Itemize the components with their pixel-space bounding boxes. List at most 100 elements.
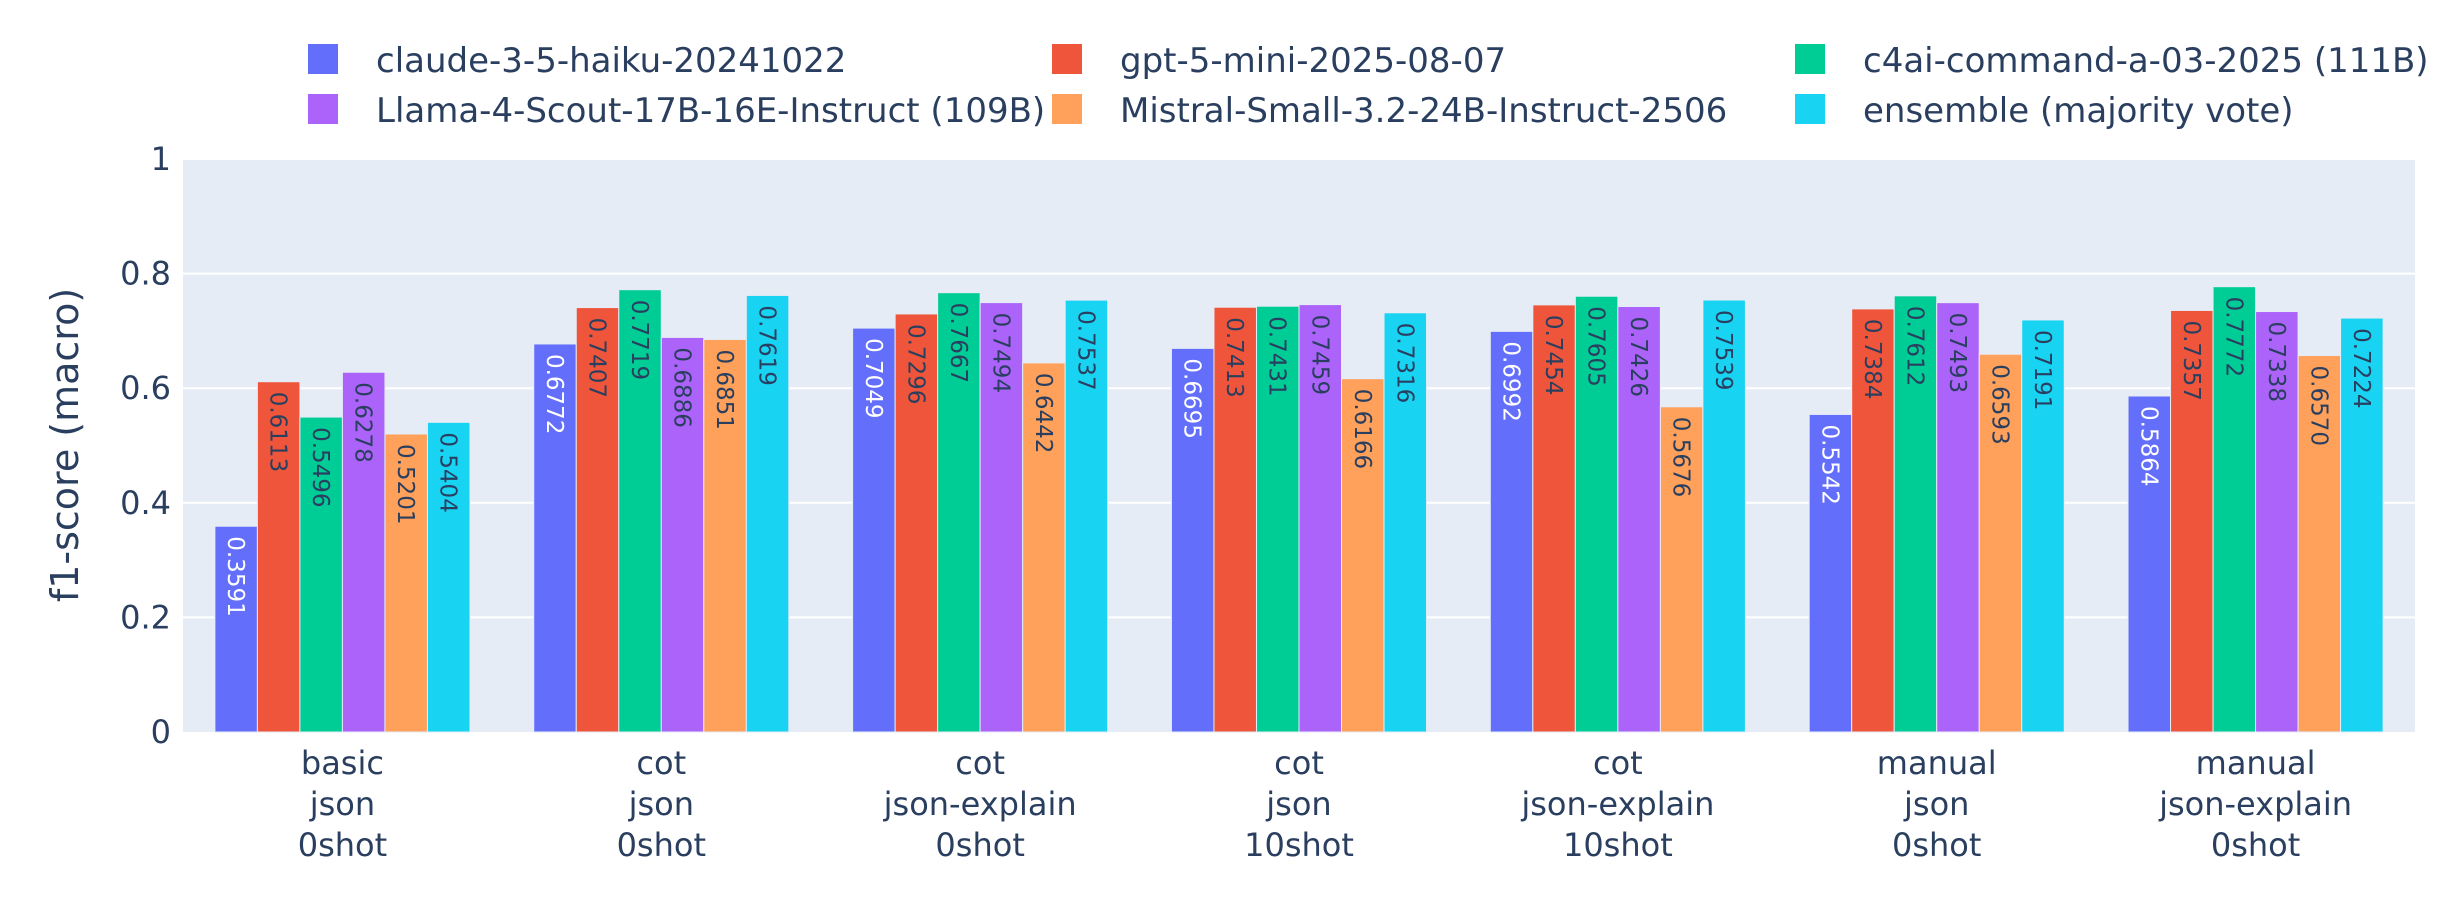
bar <box>1936 302 1980 733</box>
bar-value-label: 0.6278 <box>350 382 376 462</box>
bar <box>937 292 981 733</box>
bar-value-label: 0.7539 <box>1710 310 1736 390</box>
legend-item[interactable]: claude-3-5-haiku-20241022 <box>308 41 846 81</box>
y-axis-title: f1-score (macro) <box>43 288 87 602</box>
bar <box>2127 395 2172 733</box>
bar <box>1808 413 1853 733</box>
y-axis: 0 0.2 0.4 0.6 0.8 1 <box>120 140 171 751</box>
legend-item[interactable]: gpt-5-mini-2025-08-07 <box>1052 41 1506 81</box>
bar <box>1574 295 1619 733</box>
bar-value-label: 0.7459 <box>1306 315 1332 395</box>
bar-value-label: 0.7049 <box>860 338 886 418</box>
bar-value-label: 0.5864 <box>2135 406 2161 486</box>
bar <box>1213 306 1257 733</box>
legend[interactable]: claude-3-5-haiku-20241022 gpt-5-mini-2025… <box>308 41 2429 131</box>
bar-value-label: 0.3591 <box>222 536 248 616</box>
x-tick-label: cot json 10shot <box>1244 744 1354 864</box>
bar-value-label: 0.5201 <box>392 444 418 524</box>
bar-value-label: 0.7493 <box>1944 313 1970 393</box>
bar-value-label: 0.7296 <box>902 324 928 404</box>
bar <box>1851 308 1895 733</box>
bar <box>1659 406 1704 733</box>
y-tick-label: 0.2 <box>120 598 171 636</box>
bar <box>979 302 1024 733</box>
bar <box>2021 319 2065 733</box>
bar <box>1702 299 1746 733</box>
bar <box>214 525 258 733</box>
bar <box>1383 312 1428 733</box>
legend-swatch <box>1052 94 1082 124</box>
bar-value-label: 0.7413 <box>1221 317 1247 397</box>
legend-label: claude-3-5-haiku-20241022 <box>376 41 846 81</box>
bar-value-label: 0.7316 <box>1391 323 1417 403</box>
legend-swatch <box>308 44 338 74</box>
y-tick-label: 0 <box>151 713 171 751</box>
bar <box>1298 304 1343 733</box>
bar-value-label: 0.7357 <box>2178 320 2204 400</box>
bar-value-label: 0.7384 <box>1859 319 1885 399</box>
x-axis: basic json 0shot cot json 0shot cot json-explai… <box>298 744 2352 864</box>
bar <box>2212 286 2257 733</box>
bar <box>256 381 301 733</box>
bar-value-label: 0.7191 <box>2029 330 2055 410</box>
bar <box>703 338 747 733</box>
bar-value-label: 0.6695 <box>1179 358 1205 438</box>
legend-swatch <box>308 94 338 124</box>
bar-value-label: 0.7431 <box>1264 316 1290 396</box>
bar <box>1341 378 1385 733</box>
bar-value-label: 0.5404 <box>435 432 461 512</box>
bar <box>745 294 790 733</box>
bar <box>2170 309 2214 733</box>
bar-value-label: 0.7605 <box>1583 306 1609 386</box>
bar-value-label: 0.6442 <box>1030 373 1056 453</box>
legend-item[interactable]: Mistral-Small-3.2-24B-Instruct-2506 <box>1052 91 1727 131</box>
bar <box>1893 295 1938 733</box>
bar-value-label: 0.7719 <box>626 300 652 380</box>
bar <box>2255 311 2299 733</box>
x-tick-label: basic json 0shot <box>298 744 387 864</box>
bar <box>1617 305 1661 733</box>
y-tick-label: 0.6 <box>120 369 171 407</box>
bar <box>1978 353 2023 733</box>
legend-swatch <box>1795 94 1825 124</box>
legend-item[interactable]: Llama-4-Scout-17B-16E-Instruct (109B) <box>308 91 1045 131</box>
bar-value-label: 0.6113 <box>265 392 291 472</box>
bar <box>384 433 428 733</box>
bar <box>660 336 705 733</box>
legend-swatch <box>1052 44 1082 74</box>
legend-label: Llama-4-Scout-17B-16E-Instruct (109B) <box>376 91 1045 131</box>
bar <box>1064 299 1109 733</box>
legend-label: gpt-5-mini-2025-08-07 <box>1120 41 1506 81</box>
bar <box>2340 317 2384 733</box>
bar <box>1532 304 1576 733</box>
x-tick-label: manual json-explain 0shot <box>2158 744 2352 864</box>
bar-value-label: 0.7224 <box>2348 328 2374 408</box>
x-tick-label: cot json-explain 0shot <box>883 744 1077 864</box>
bar-value-label: 0.7454 <box>1540 315 1566 395</box>
bars-layer: 0.3591 0.6772 0.7049 0.6695 0.6992 0.5542 0.58… <box>214 286 2384 733</box>
x-tick-label: cot json 0shot <box>617 744 706 864</box>
bar-value-label: 0.6166 <box>1349 389 1375 469</box>
legend-item[interactable]: ensemble (majority vote) <box>1795 91 2294 131</box>
bar-value-label: 0.7494 <box>987 313 1013 393</box>
bar <box>618 289 662 733</box>
bar-value-label: 0.5496 <box>307 427 333 507</box>
y-tick-label: 0.8 <box>120 255 171 293</box>
legend-item[interactable]: c4ai-command-a-03-2025 (111B) <box>1795 41 2429 81</box>
y-tick-label: 0.4 <box>120 484 171 522</box>
bar-value-label: 0.6772 <box>541 354 567 434</box>
x-tick-label: manual json 0shot <box>1877 744 1997 864</box>
bar <box>341 371 386 733</box>
legend-swatch <box>1795 44 1825 74</box>
bar-value-label: 0.6886 <box>669 347 695 427</box>
bar <box>299 416 343 733</box>
bar <box>1255 305 1300 733</box>
bar <box>2297 355 2342 733</box>
x-tick-label: cot json-explain 10shot <box>1520 744 1714 864</box>
bar-value-label: 0.7338 <box>2263 322 2289 402</box>
bar-value-label: 0.5676 <box>1668 417 1694 497</box>
bar <box>1022 362 1066 733</box>
legend-label: Mistral-Small-3.2-24B-Instruct-2506 <box>1120 91 1727 131</box>
bar-value-label: 0.6992 <box>1498 341 1524 421</box>
legend-label: c4ai-command-a-03-2025 (111B) <box>1863 41 2429 81</box>
